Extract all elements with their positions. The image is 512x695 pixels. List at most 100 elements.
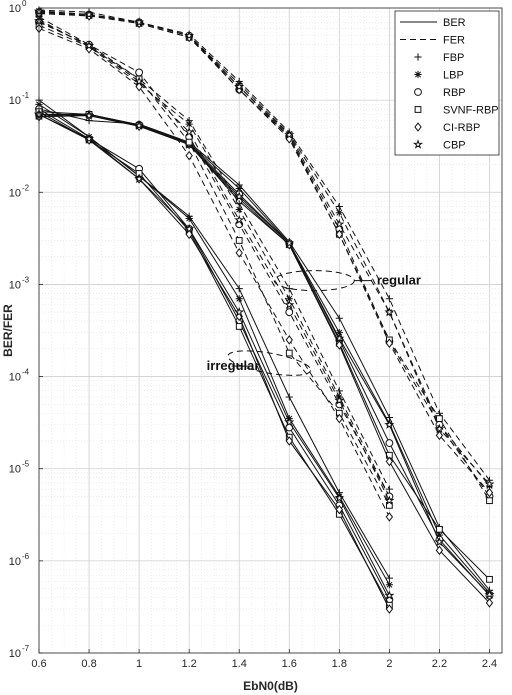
x-tick-label: 1.8 — [332, 658, 347, 670]
series-13-point — [285, 393, 293, 401]
series-18-point — [134, 173, 145, 184]
series-6-point — [384, 419, 395, 430]
legend-entry-label: FER — [443, 35, 465, 47]
series-12-point — [334, 218, 345, 229]
series-18-point — [184, 223, 195, 234]
series-10-point — [486, 497, 493, 505]
y-tick-exponent: -6 — [22, 552, 30, 561]
y-tick-label: 10 — [9, 3, 21, 15]
series-3-point — [385, 439, 394, 447]
y-tick-label: 10 — [9, 279, 21, 291]
series-12-line — [38, 10, 490, 485]
series-24-point — [384, 495, 395, 505]
series-4-point — [436, 525, 443, 533]
series-21-line — [38, 21, 390, 497]
irregular-ellipse — [227, 350, 312, 376]
series-20-point — [185, 120, 193, 128]
legend-entry-label: BER — [443, 17, 466, 29]
series-6-point — [484, 589, 495, 599]
legend-entry-label: LBP — [443, 70, 464, 82]
series-19-line — [38, 16, 390, 490]
series-12-point — [484, 478, 495, 489]
x-tick-label: 2.4 — [482, 658, 497, 670]
series-16-point — [235, 323, 243, 330]
series-12-point — [184, 30, 195, 41]
series-5-point — [385, 456, 394, 467]
series-group — [33, 6, 495, 614]
annotations: regular irregular — [207, 270, 421, 376]
series-11-point — [485, 487, 494, 498]
y-tick-label: 10 — [9, 464, 21, 476]
series-23-line — [38, 27, 390, 518]
annotation-regular-label: regular — [377, 273, 421, 288]
y-tick-label: 10 — [9, 648, 21, 660]
series-2-point — [435, 531, 444, 539]
series-22-point — [285, 349, 293, 357]
legend-circle-icon — [414, 88, 422, 96]
series-6-point — [284, 237, 295, 248]
series-6-point — [84, 110, 95, 120]
series-12-point — [284, 129, 295, 140]
legend: BER FER FBP LBP RBP SVNF-RBP CI-RBP CBP — [394, 10, 500, 156]
series-5-point — [485, 598, 494, 608]
series-6-point — [334, 333, 345, 343]
y-tick-exponent: 0 — [22, 0, 27, 8]
series-18-point — [384, 590, 395, 600]
series-12-point — [384, 306, 395, 317]
series-5-point — [335, 340, 344, 350]
x-tick-label: 0.8 — [81, 658, 96, 670]
series-17-line — [38, 113, 390, 610]
x-axis-label: EbN0(dB) — [243, 679, 298, 693]
series-23-point — [285, 335, 293, 345]
series-8-point — [335, 209, 343, 217]
series-11-point — [335, 229, 344, 240]
series-23-point — [335, 413, 344, 424]
series-14-point — [385, 581, 393, 589]
series-22-point — [185, 138, 193, 146]
series-18-line — [38, 113, 390, 596]
series-17-point — [335, 504, 344, 515]
y-tick-exponent: -3 — [22, 275, 30, 284]
x-tick-label: 1.4 — [232, 658, 247, 670]
y-tick-label: 10 — [9, 556, 21, 568]
series-21-point — [285, 308, 294, 317]
legend-asterisk-icon — [414, 70, 422, 79]
y-tick-label: 10 — [9, 95, 21, 107]
x-tick-label: 2 — [386, 658, 392, 670]
legend-star-icon — [412, 139, 424, 149]
series-18-point — [84, 133, 95, 144]
series-24-point — [134, 76, 145, 86]
series-7-line — [38, 9, 490, 481]
series-20-line — [38, 19, 390, 497]
series-14-point — [235, 295, 243, 303]
series-7-point — [385, 295, 393, 303]
annotation-irregular: irregular — [207, 350, 312, 376]
series-12-point — [234, 81, 245, 91]
series-12-point — [84, 9, 95, 19]
series-23-point — [185, 150, 193, 161]
series-4-point — [486, 575, 493, 583]
series-19-point — [385, 485, 393, 493]
annotation-irregular-label: irregular — [207, 358, 260, 373]
series-18-point — [284, 416, 295, 427]
series-17-point — [285, 436, 293, 446]
series-13-point — [235, 285, 243, 293]
legend-entry-label: SVNF-RBP — [443, 105, 499, 117]
y-tick-exponent: -2 — [22, 183, 30, 192]
series-4-line — [38, 113, 490, 580]
series-13-point — [385, 574, 393, 582]
y-tick-exponent: -5 — [22, 460, 30, 469]
y-tick-exponent: -4 — [22, 368, 30, 377]
x-tick-label: 1.2 — [182, 658, 197, 670]
series-18 — [33, 109, 395, 600]
series-2-point — [235, 184, 243, 193]
series-22-line — [38, 24, 390, 506]
series-23-point — [235, 248, 243, 258]
series-23-point — [135, 81, 143, 92]
series-18-point — [334, 492, 345, 503]
y-axis-label: BER/FER — [1, 304, 15, 357]
series-19-point — [335, 387, 343, 395]
series-24-point — [184, 126, 195, 137]
